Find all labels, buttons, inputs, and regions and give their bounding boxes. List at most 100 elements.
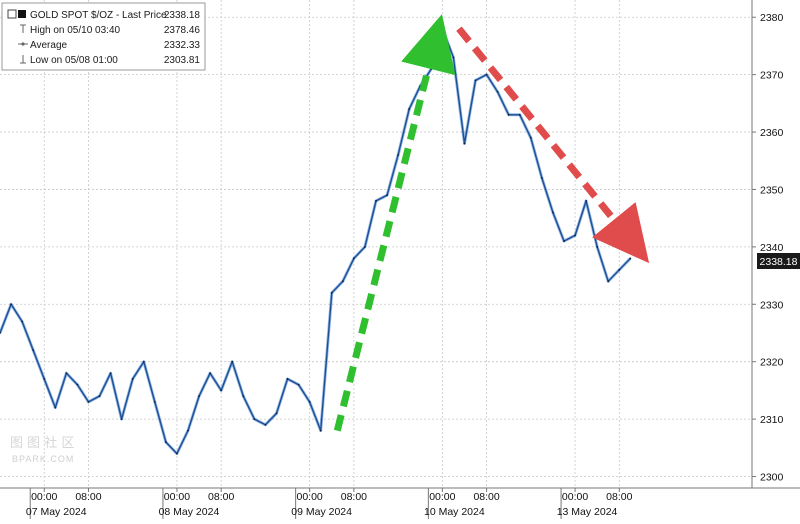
price-point — [120, 418, 123, 421]
x-tick-label: 00:00 — [429, 491, 455, 503]
date-label: 10 May 2024 — [424, 506, 485, 518]
x-tick-label: 08:00 — [341, 491, 367, 503]
last-price-tag-box — [757, 253, 800, 269]
watermark-glyphs: 图 图 社 区 — [10, 435, 74, 451]
y-tick-label: 2380 — [760, 12, 784, 24]
price-point — [563, 240, 565, 243]
legend-row-high: High on 05/10 03:40 2378.46 — [20, 24, 201, 36]
price-point — [375, 200, 377, 202]
price-point — [164, 441, 167, 443]
y-tick-label: 2370 — [760, 70, 784, 82]
price-point — [264, 423, 267, 426]
y-tick-label: 2330 — [760, 299, 784, 311]
price-point — [585, 200, 588, 202]
price-point — [231, 360, 234, 363]
price-point — [540, 177, 543, 179]
price-point — [54, 406, 57, 409]
price-point — [43, 378, 46, 380]
last-price-tag-value: 2338.18 — [760, 256, 798, 268]
x-tick-label: 08:00 — [606, 491, 632, 503]
x-tick-label: 00:00 — [562, 491, 588, 503]
date-label: 07 May 2024 — [26, 506, 87, 518]
x-tick-label: 08:00 — [75, 491, 101, 503]
legend-box: GOLD SPOT $/OZ - Last Price 2338.18 High… — [1, 2, 206, 71]
x-tick-label: 00:00 — [164, 491, 190, 503]
price-point — [32, 349, 35, 352]
price-point — [275, 412, 278, 415]
legend-row-average: Average 2332.33 — [18, 40, 200, 51]
price-point — [552, 211, 554, 214]
price-point — [0, 332, 1, 334]
series-swatch-icon — [18, 10, 26, 18]
price-point — [352, 257, 355, 260]
x-tick-label: 08:00 — [473, 491, 499, 503]
price-point — [618, 268, 621, 271]
y-tick-label: 2300 — [760, 472, 784, 484]
price-point — [330, 291, 333, 294]
y-tick-label: 2310 — [760, 414, 784, 426]
average-dot-icon — [21, 42, 25, 46]
price-point — [474, 79, 477, 82]
legend-high-value: 2378.46 — [164, 25, 201, 36]
price-point — [397, 154, 400, 156]
legend-row-title: GOLD SPOT $/OZ - Last Price 2338.18 — [7, 9, 201, 21]
price-point — [297, 383, 300, 386]
low-marker-icon — [20, 55, 26, 64]
legend-high-label: High on 05/10 03:40 — [30, 25, 121, 36]
price-point — [529, 136, 532, 139]
price-point — [607, 280, 610, 283]
last-price-tag: 2338.18 — [757, 253, 800, 269]
date-label: 09 May 2024 — [291, 506, 352, 518]
price-point — [109, 372, 112, 375]
price-point — [408, 108, 411, 110]
x-tick-label: 00:00 — [31, 491, 57, 503]
price-point — [518, 113, 521, 116]
legend-frame — [1, 2, 206, 71]
legend-last-price: 2338.18 — [164, 10, 201, 21]
y-tick-label: 2320 — [760, 357, 784, 369]
date-label: 08 May 2024 — [159, 506, 220, 518]
x-tick-label: 00:00 — [297, 491, 323, 503]
downtrend-arrow — [456, 26, 650, 264]
legend-low-value: 2303.81 — [164, 55, 201, 66]
watermark-text: BPARK.COM — [12, 454, 74, 464]
price-point — [452, 56, 455, 59]
price-point — [153, 400, 156, 403]
y-axis-ticks: 2300 2310 2320 2330 2340 2350 2360 2370 2380 — [752, 12, 784, 484]
price-point — [10, 303, 12, 306]
price-point — [131, 378, 134, 380]
x-axis-ticks: 00:00 08:00 00:00 08:00 00:00 08:00 00:00 08:00… — [26, 488, 633, 518]
price-point — [87, 400, 90, 403]
x-tick-label: 08:00 — [208, 491, 234, 503]
price-point — [209, 372, 212, 375]
price-point — [463, 142, 466, 145]
price-point — [496, 90, 499, 93]
price-point — [596, 245, 599, 248]
price-point — [441, 27, 444, 30]
price-point — [507, 113, 510, 116]
legend-average-value: 2332.33 — [164, 40, 201, 51]
price-point — [308, 400, 311, 403]
price-point — [76, 383, 79, 386]
price-point — [253, 418, 256, 421]
legend-low-label: Low on 05/08 01:00 — [30, 55, 118, 66]
price-point — [98, 395, 101, 398]
price-point — [220, 389, 223, 392]
price-point — [364, 245, 366, 248]
price-point — [386, 194, 388, 197]
price-point — [430, 67, 433, 70]
price-series — [0, 27, 632, 456]
watermark: 图 图 社 区 BPARK.COM — [10, 435, 74, 464]
price-point — [574, 234, 576, 237]
price-point — [485, 73, 488, 76]
y-tick-label: 2360 — [760, 127, 784, 139]
trend-arrows — [333, 14, 650, 432]
y-tick-label: 2340 — [760, 242, 784, 254]
price-point — [187, 429, 189, 432]
legend-average-label: Average — [30, 40, 68, 51]
price-point — [176, 452, 178, 455]
